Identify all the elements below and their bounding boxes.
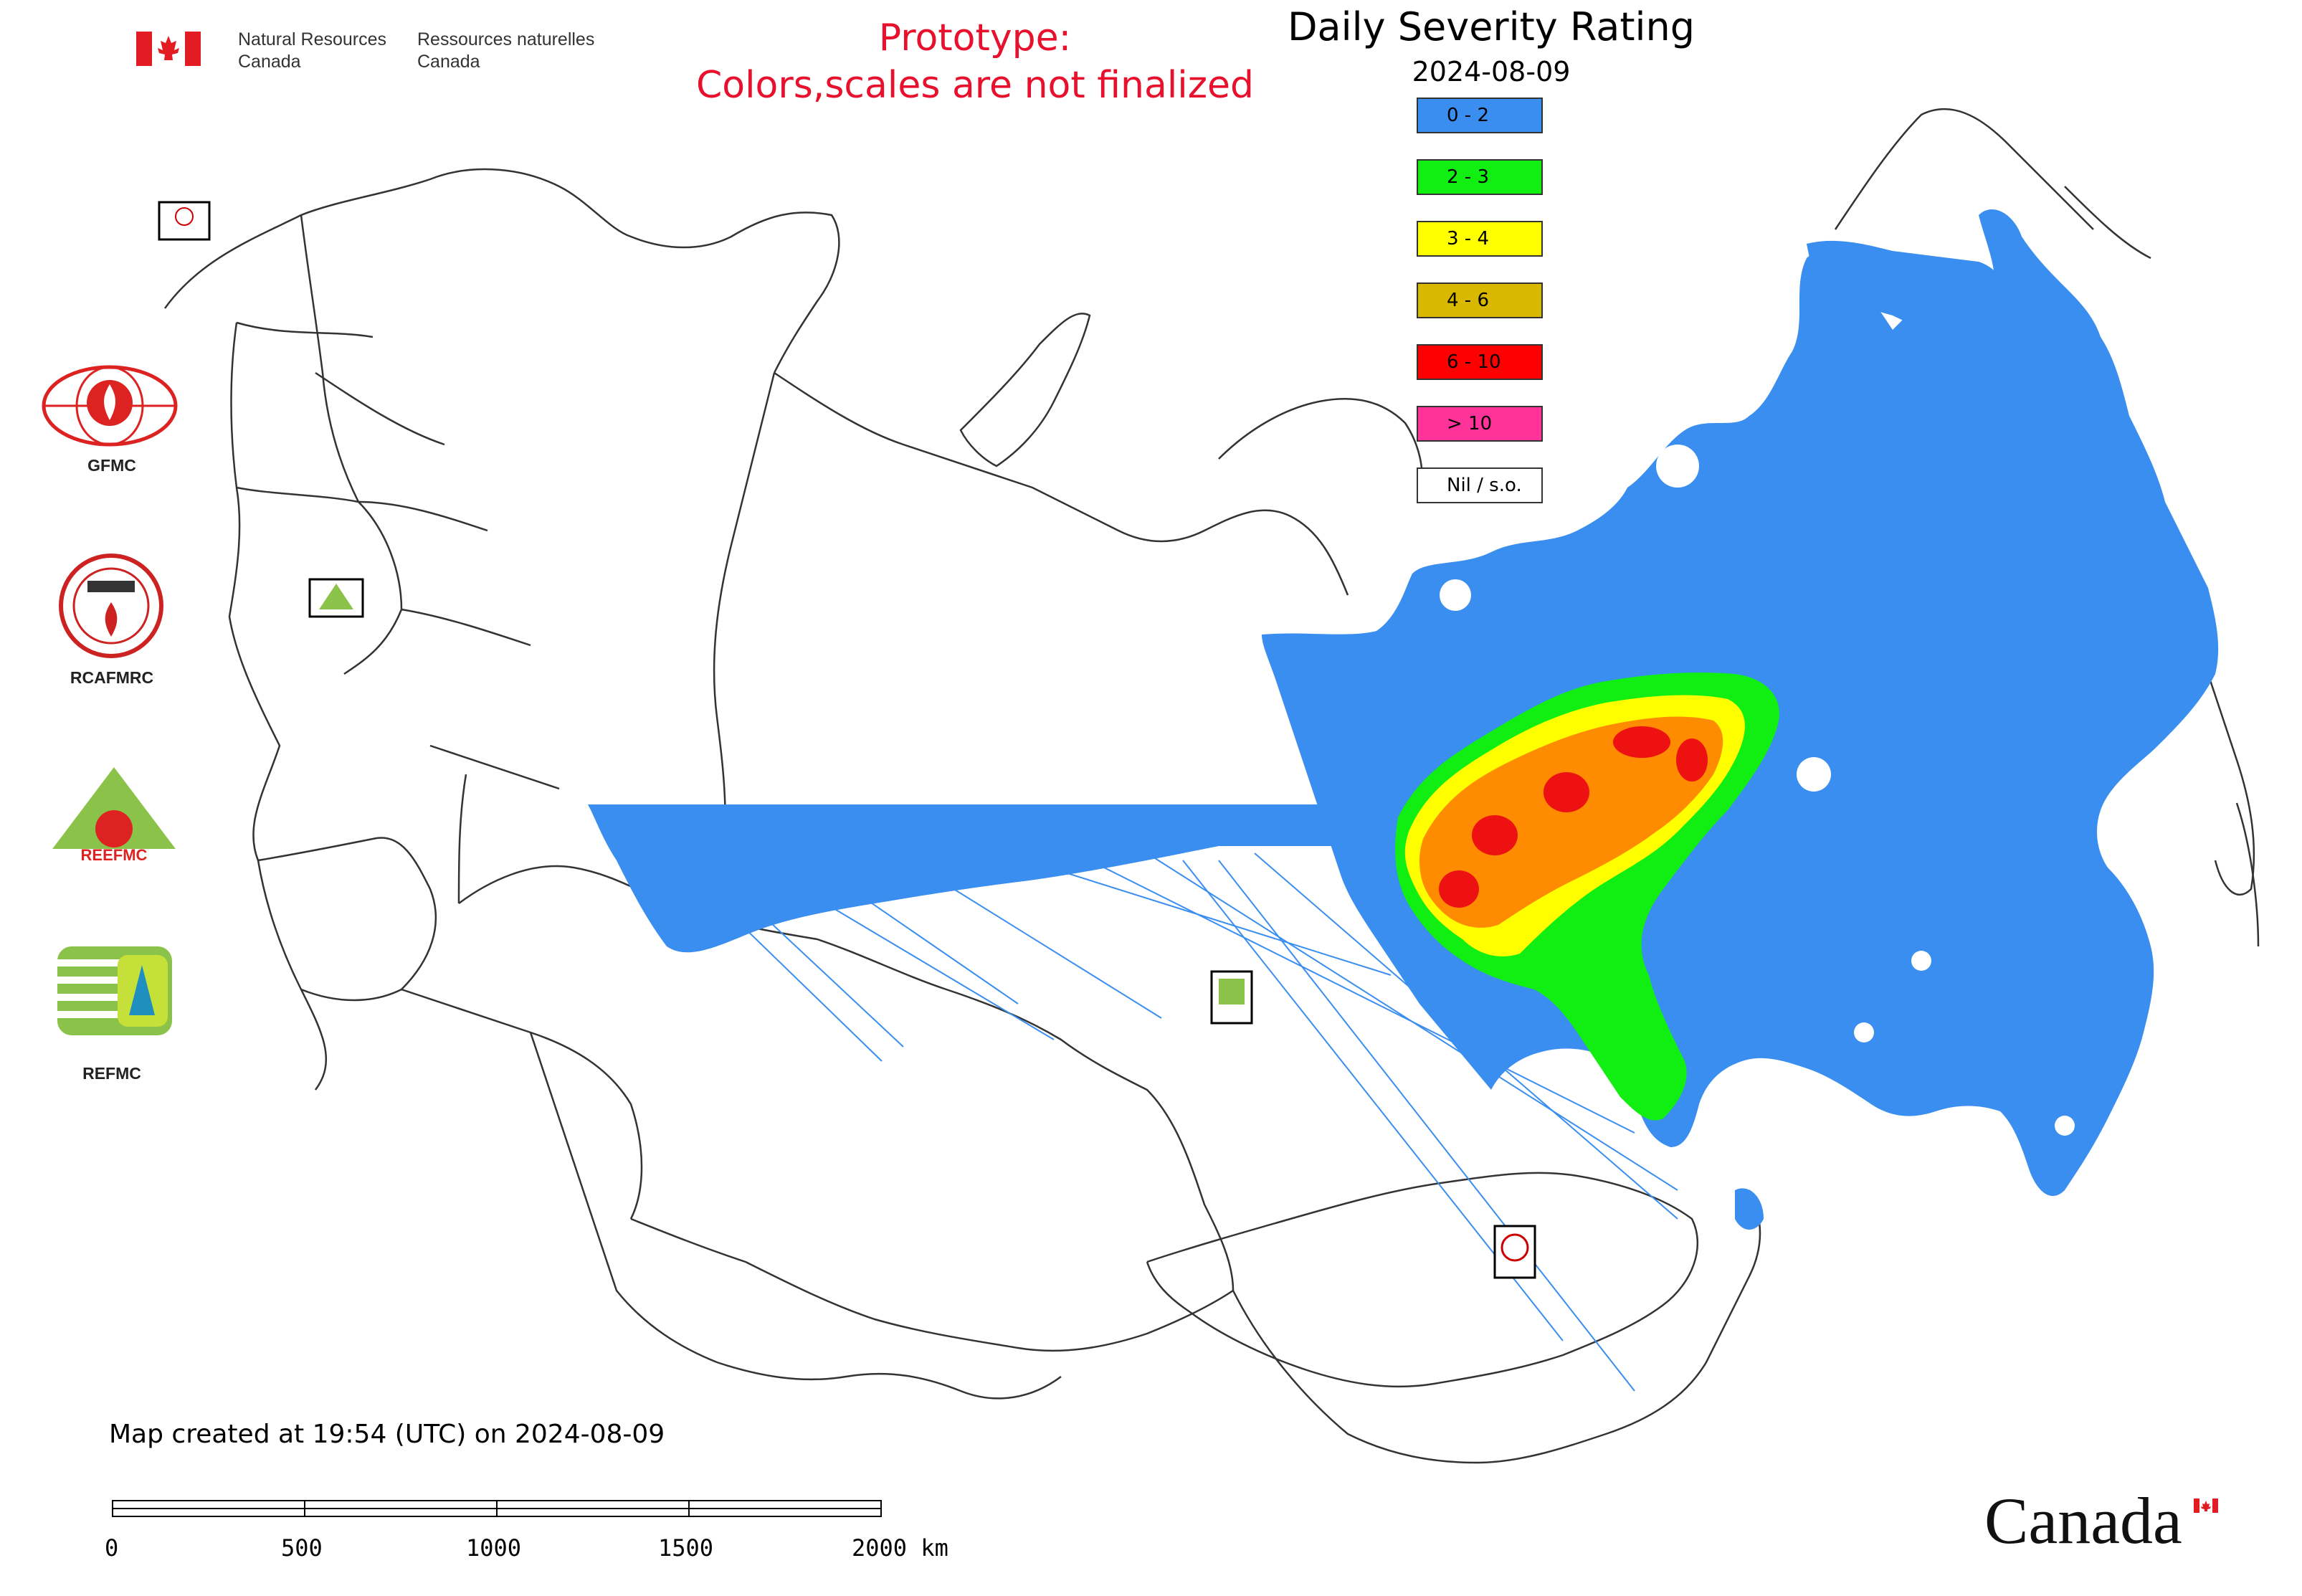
scale-label-0: 0 xyxy=(105,1534,119,1562)
border-mongolia xyxy=(1146,1172,1698,1388)
canada-wordmark: Canada xyxy=(1984,1484,2182,1557)
prototype-line1: Prototype: xyxy=(878,16,1072,60)
coast-arctic xyxy=(774,371,1349,596)
refmc-caption: REFMC xyxy=(82,1064,141,1083)
scale-label-500: 500 xyxy=(281,1534,323,1562)
red-spot-4 xyxy=(1613,726,1670,758)
severity-layer xyxy=(588,209,2219,1392)
class-0-2-streaks xyxy=(588,804,1365,953)
legend-item-over-10: > 10 xyxy=(1417,406,1543,442)
legend-item-6-10: 6 - 10 xyxy=(1417,344,1543,380)
gfmc-marker xyxy=(158,201,211,241)
scale-label-1000: 1000 xyxy=(466,1534,522,1562)
border-finland xyxy=(300,214,360,503)
streak-lines xyxy=(645,831,1678,1392)
novaya-zemlya xyxy=(959,313,1091,467)
nrc-en-line1: Natural Resources xyxy=(238,29,387,49)
class-0-2-sakhalin xyxy=(1735,1188,1764,1230)
border-ukraine xyxy=(257,837,437,1002)
canada-wordmark-flag-icon xyxy=(2194,1498,2218,1513)
border-central-asia xyxy=(716,1361,1062,1400)
class-nil-holes xyxy=(1440,445,2075,1136)
border-caucasus xyxy=(401,988,643,1220)
gfmc-logo-icon xyxy=(40,363,179,449)
border-china xyxy=(1232,1189,1761,1464)
legend-item-3-4: 3 - 4 xyxy=(1417,221,1543,257)
map-center-markers xyxy=(158,201,1536,1279)
nrc-fr-line1: Ressources naturelles xyxy=(417,29,595,49)
border-scandinavia xyxy=(163,168,840,374)
border-kazakhstan-south xyxy=(630,1217,1234,1352)
reefmc-logo-icon: REEFMC xyxy=(39,764,189,872)
border-west xyxy=(228,322,327,1091)
legend-item-4-6: 4 - 6 xyxy=(1417,282,1543,318)
nrc-name-french: Ressources naturelles Canada xyxy=(417,29,594,73)
red-spot-2 xyxy=(1472,815,1518,855)
border-kazakhstan xyxy=(458,865,1235,1291)
scale-label-2000: 2000 km xyxy=(852,1534,948,1562)
scale-bar xyxy=(112,1500,882,1526)
legend-item-nil: Nil / s.o. xyxy=(1417,467,1543,503)
class-4-6-region xyxy=(1419,716,1723,928)
nrc-fr-line2: Canada xyxy=(417,52,480,72)
class-0-2-chukotka xyxy=(1807,240,2015,344)
class-6-10-region xyxy=(1439,726,1708,908)
coast-far-east xyxy=(1834,108,2151,260)
border-belarus xyxy=(236,486,403,675)
border-caspian xyxy=(529,1032,718,1364)
taymyr xyxy=(1218,398,1424,503)
red-spot-1 xyxy=(1439,870,1479,908)
border-ural xyxy=(713,372,776,890)
gfmc-caption: GFMC xyxy=(87,456,136,475)
map-title: Daily Severity Rating xyxy=(1287,4,1695,49)
coast-kamchatka xyxy=(2192,630,2255,896)
refmc-logo-icon xyxy=(57,946,172,1035)
red-spot-3 xyxy=(1544,772,1589,812)
legend-item-0-2: 0 - 2 xyxy=(1417,98,1543,133)
svg-text:REEFMC: REEFMC xyxy=(81,846,148,864)
red-spot-5 xyxy=(1676,738,1708,782)
map-created-timestamp: Map created at 19:54 (UTC) on 2024-08-09 xyxy=(109,1420,665,1449)
class-0-2-kamchatka xyxy=(2000,797,2097,1000)
rcafmrc-caption: RCAFMRC xyxy=(70,668,154,687)
nrc-name-english: Natural Resources Canada xyxy=(238,29,386,73)
nrc-en-line2: Canada xyxy=(238,52,301,72)
oblast-lines-west xyxy=(236,321,560,904)
rcafmrc-logo-icon xyxy=(57,552,165,660)
legend-item-2-3: 2 - 3 xyxy=(1417,159,1543,195)
map-date: 2024-08-09 xyxy=(1412,56,1571,87)
scale-label-1500: 1500 xyxy=(658,1534,714,1562)
prototype-notice: Prototype: Colors,scales are not finaliz… xyxy=(660,14,1290,109)
canada-flag-icon xyxy=(136,32,201,66)
prototype-line2: Colors,scales are not finalized xyxy=(695,64,1255,107)
